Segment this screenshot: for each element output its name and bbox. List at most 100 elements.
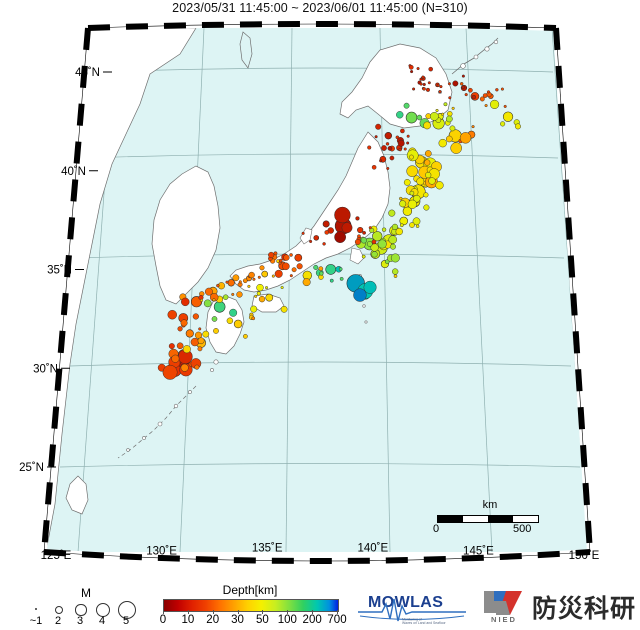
epicenter-marker[interactable] bbox=[450, 142, 462, 154]
epicenter-marker[interactable] bbox=[387, 146, 393, 151]
epicenter-marker[interactable] bbox=[229, 308, 238, 317]
epicenter-marker[interactable] bbox=[438, 138, 447, 148]
epicenter-marker[interactable] bbox=[400, 128, 405, 134]
epicenter-marker[interactable] bbox=[486, 90, 491, 94]
epicenter-marker[interactable] bbox=[399, 200, 407, 208]
epicenter-marker[interactable] bbox=[256, 283, 264, 292]
epicenter-marker[interactable] bbox=[416, 67, 420, 71]
epicenter-marker[interactable] bbox=[204, 287, 213, 296]
epicenter-marker[interactable] bbox=[334, 231, 346, 243]
epicenter-marker[interactable] bbox=[318, 266, 324, 271]
epicenter-marker[interactable] bbox=[422, 87, 426, 91]
epicenter-marker[interactable] bbox=[243, 333, 248, 339]
epicenter-marker[interactable] bbox=[403, 147, 407, 151]
epicenter-marker[interactable] bbox=[503, 104, 507, 108]
epicenter-marker[interactable] bbox=[265, 286, 269, 290]
epicenter-marker[interactable] bbox=[324, 230, 330, 235]
epicenter-marker[interactable] bbox=[374, 135, 378, 139]
epicenter-marker[interactable] bbox=[334, 206, 351, 224]
epicenter-marker[interactable] bbox=[268, 251, 275, 259]
epicenter-marker[interactable] bbox=[448, 96, 452, 100]
epicenter-marker[interactable] bbox=[216, 283, 220, 288]
epicenter-marker[interactable] bbox=[341, 222, 353, 234]
epicenter-marker[interactable] bbox=[441, 112, 445, 116]
epicenter-marker[interactable] bbox=[423, 204, 430, 211]
epicenter-marker[interactable] bbox=[424, 150, 432, 157]
epicenter-marker[interactable] bbox=[425, 171, 432, 179]
epicenter-marker[interactable] bbox=[289, 274, 293, 278]
epicenter-marker[interactable] bbox=[203, 299, 212, 308]
epicenter-marker[interactable] bbox=[302, 278, 311, 287]
epicenter-marker[interactable] bbox=[436, 83, 440, 87]
epicenter-marker[interactable] bbox=[171, 354, 180, 363]
epicenter-marker[interactable] bbox=[445, 135, 453, 143]
epicenter-marker[interactable] bbox=[393, 274, 398, 278]
epicenter-marker[interactable] bbox=[438, 90, 442, 94]
epicenter-marker[interactable] bbox=[502, 111, 514, 122]
epicenter-marker[interactable] bbox=[403, 102, 410, 109]
epicenter-marker[interactable] bbox=[484, 104, 488, 108]
epicenter-marker[interactable] bbox=[482, 93, 488, 98]
epicenter-marker[interactable] bbox=[425, 87, 430, 92]
epicenter-marker[interactable] bbox=[428, 66, 433, 72]
epicenter-marker[interactable] bbox=[251, 316, 256, 321]
epicenter-marker[interactable] bbox=[408, 64, 414, 70]
epicenter-marker[interactable] bbox=[435, 181, 444, 190]
epicenter-marker[interactable] bbox=[271, 274, 275, 278]
epicenter-marker[interactable] bbox=[451, 106, 455, 110]
epicenter-marker[interactable] bbox=[338, 267, 343, 271]
epicenter-marker[interactable] bbox=[301, 231, 305, 235]
epicenter-marker[interactable] bbox=[322, 220, 330, 228]
epicenter-marker[interactable] bbox=[247, 284, 251, 288]
epicenter-marker[interactable] bbox=[322, 242, 326, 246]
epicenter-marker[interactable] bbox=[443, 102, 448, 107]
epicenter-marker[interactable] bbox=[409, 154, 414, 160]
epicenter-marker[interactable] bbox=[265, 293, 274, 302]
epicenter-marker[interactable] bbox=[181, 297, 190, 307]
epicenter-marker[interactable] bbox=[372, 231, 383, 242]
epicenter-marker[interactable] bbox=[514, 123, 521, 130]
epicenter-marker[interactable] bbox=[379, 159, 383, 163]
epicenter-marker[interactable] bbox=[371, 239, 377, 245]
epicenter-marker[interactable] bbox=[274, 269, 283, 278]
epicenter-marker[interactable] bbox=[180, 319, 188, 327]
epicenter-marker[interactable] bbox=[422, 82, 426, 87]
epicenter-marker[interactable] bbox=[452, 80, 459, 87]
epicenter-marker[interactable] bbox=[258, 295, 266, 303]
epicenter-marker[interactable] bbox=[395, 227, 403, 236]
epicenter-marker[interactable] bbox=[406, 165, 418, 177]
epicenter-marker[interactable] bbox=[396, 111, 404, 119]
epicenter-marker[interactable] bbox=[319, 271, 324, 276]
epicenter-marker[interactable] bbox=[424, 159, 431, 166]
epicenter-marker[interactable] bbox=[409, 222, 415, 228]
epicenter-marker[interactable] bbox=[371, 251, 378, 258]
epicenter-marker[interactable] bbox=[399, 216, 408, 226]
epicenter-marker[interactable] bbox=[388, 209, 396, 217]
epicenter-marker[interactable] bbox=[257, 275, 261, 279]
epicenter-marker[interactable] bbox=[355, 216, 360, 221]
epicenter-marker[interactable] bbox=[362, 230, 366, 235]
epicenter-marker[interactable] bbox=[423, 192, 429, 198]
epicenter-marker[interactable] bbox=[313, 235, 320, 241]
epicenter-marker[interactable] bbox=[329, 278, 334, 283]
epicenter-marker[interactable] bbox=[202, 330, 210, 338]
epicenter-marker[interactable] bbox=[213, 328, 219, 334]
epicenter-marker[interactable] bbox=[421, 75, 425, 79]
epicenter-marker[interactable] bbox=[185, 329, 194, 338]
epicenter-marker[interactable] bbox=[213, 301, 226, 313]
epicenter-marker[interactable] bbox=[412, 87, 416, 91]
epicenter-marker[interactable] bbox=[280, 305, 288, 313]
epicenter-marker[interactable] bbox=[490, 99, 500, 109]
epicenter-marker[interactable] bbox=[416, 114, 423, 121]
epicenter-marker[interactable] bbox=[368, 226, 372, 230]
epicenter-marker[interactable] bbox=[360, 237, 367, 244]
epicenter-marker[interactable] bbox=[439, 85, 443, 89]
epicenter-marker[interactable] bbox=[449, 125, 456, 132]
epicenter-marker[interactable] bbox=[225, 280, 229, 284]
epicenter-marker[interactable] bbox=[461, 85, 465, 89]
epicenter-marker[interactable] bbox=[385, 142, 390, 146]
epicenter-marker[interactable] bbox=[176, 342, 184, 350]
epicenter-marker[interactable] bbox=[233, 319, 243, 329]
epicenter-marker[interactable] bbox=[479, 96, 485, 102]
epicenter-marker[interactable] bbox=[500, 121, 506, 127]
